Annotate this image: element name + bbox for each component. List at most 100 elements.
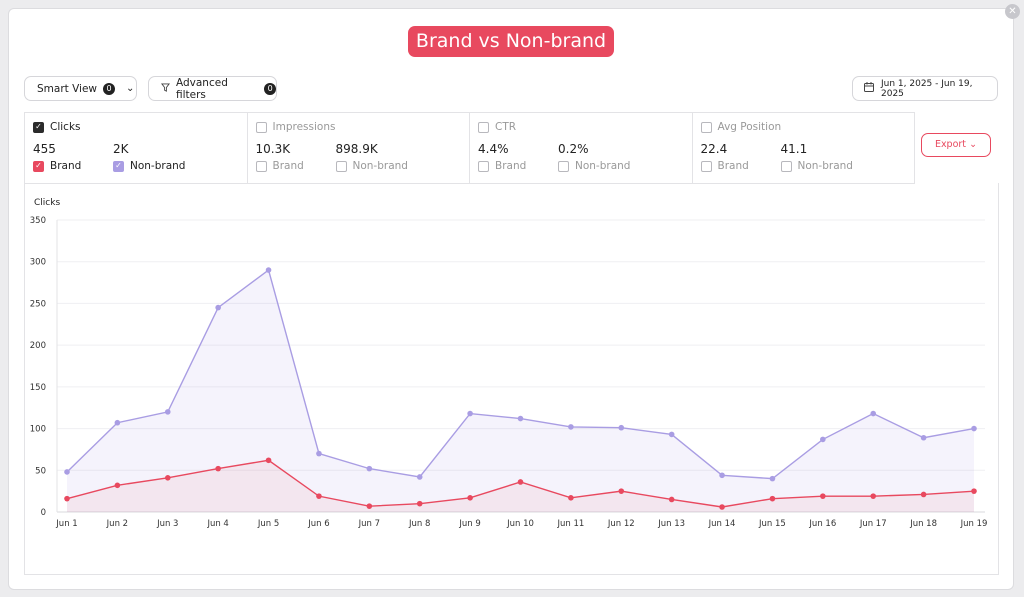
- x-tick-label: Jun 17: [859, 519, 887, 529]
- metric-impressions: Impressions 10.3K 898.9K Brand Non-brand: [248, 113, 470, 183]
- nonbrand-toggle[interactable]: Non-brand: [335, 160, 408, 172]
- x-tick-label: Jun 18: [909, 519, 937, 529]
- x-tick-label: Jun 3: [156, 519, 178, 529]
- checkbox-icon[interactable]: [478, 160, 489, 172]
- nonbrand-data-point: [215, 304, 221, 311]
- metric-avg-position: Avg Position 22.4 41.1 Brand Non-brand: [693, 113, 915, 183]
- smart-view-button[interactable]: Smart View 0 ⌄: [24, 76, 137, 101]
- nonbrand-data-point: [164, 409, 171, 415]
- brand-data-point: [618, 488, 625, 494]
- metric-impressions-toggle[interactable]: Impressions: [255, 121, 335, 133]
- y-tick-label: 150: [30, 383, 46, 393]
- nonbrand-toggle[interactable]: Non-brand: [780, 160, 853, 172]
- nonbrand-data-point: [416, 474, 423, 480]
- nonbrand-toggle[interactable]: Non-brand: [558, 160, 630, 172]
- x-tick-label: Jun 15: [758, 519, 786, 529]
- metrics-panel: ✓ Clicks 455 2K ✓ Brand ✓ Non-brand Impress…: [24, 112, 915, 184]
- nonbrand-data-point: [517, 415, 524, 422]
- checkbox-icon[interactable]: [255, 160, 267, 172]
- brand-label: Brand: [717, 160, 749, 172]
- metric-name: Clicks: [50, 121, 81, 133]
- nonbrand-area: [67, 270, 974, 512]
- x-tick-label: Jun 19: [960, 519, 988, 529]
- metric-ctr: CTR 4.4% 0.2% Brand Non-brand: [470, 113, 693, 183]
- nonbrand-data-point: [265, 267, 272, 273]
- nonbrand-label: Non-brand: [352, 160, 408, 172]
- checkbox-icon[interactable]: [478, 121, 489, 133]
- y-tick-label: 350: [30, 216, 46, 226]
- advanced-filters-button[interactable]: Advanced filters 0: [148, 76, 277, 101]
- brand-data-point: [568, 495, 574, 501]
- brand-data-point: [719, 504, 725, 510]
- checkbox-icon[interactable]: [558, 160, 569, 172]
- nonbrand-label: Non-brand: [130, 160, 186, 172]
- brand-data-point: [920, 491, 927, 498]
- export-button[interactable]: Export ⌄: [921, 133, 991, 157]
- checkbox-icon[interactable]: [700, 121, 712, 133]
- advanced-filters-count-badge: 0: [264, 82, 276, 95]
- x-tick-label: Jun 12: [607, 519, 635, 529]
- nonbrand-data-point: [820, 436, 826, 443]
- brand-toggle[interactable]: Brand: [700, 160, 749, 172]
- brand-toggle[interactable]: ✓ Brand: [33, 160, 81, 172]
- nonbrand-data-point: [467, 410, 473, 417]
- brand-toggle[interactable]: Brand: [478, 160, 526, 172]
- x-tick-label: Jun 14: [708, 519, 736, 529]
- x-tick-label: Jun 9: [458, 519, 480, 529]
- y-tick-label: 300: [30, 258, 46, 268]
- checkbox-icon[interactable]: [255, 121, 267, 133]
- nonbrand-value: 41.1: [780, 142, 808, 156]
- y-tick-label: 50: [35, 466, 46, 476]
- brand-data-point: [769, 495, 776, 502]
- y-tick-label: 200: [30, 341, 46, 351]
- y-tick-label: 100: [30, 425, 46, 435]
- checkbox-icon[interactable]: [700, 160, 712, 172]
- brand-toggle[interactable]: Brand: [255, 160, 304, 172]
- metric-ctr-toggle[interactable]: CTR: [478, 121, 516, 133]
- checkbox-checked-icon[interactable]: ✓: [33, 160, 44, 172]
- filter-icon: [161, 82, 170, 95]
- checkbox-checked-icon[interactable]: ✓: [113, 160, 124, 172]
- brand-data-point: [215, 465, 221, 472]
- metric-avg-position-toggle[interactable]: Avg Position: [700, 121, 782, 133]
- nonbrand-data-point: [316, 450, 322, 457]
- y-axis-title: Clicks: [34, 198, 61, 208]
- brand-data-point: [517, 479, 524, 485]
- nonbrand-value: 0.2%: [558, 142, 589, 156]
- nonbrand-data-point: [366, 465, 373, 472]
- x-tick-label: Jun 6: [307, 519, 329, 529]
- nonbrand-data-point: [971, 425, 977, 432]
- x-tick-label: Jun 10: [506, 519, 534, 529]
- metric-name: Avg Position: [717, 121, 782, 133]
- checkbox-icon[interactable]: [335, 160, 347, 172]
- y-tick-label: 250: [30, 299, 46, 309]
- brand-data-point: [114, 482, 121, 489]
- close-icon[interactable]: ✕: [1005, 4, 1020, 19]
- x-tick-label: Jun 16: [808, 519, 836, 529]
- x-tick-label: Jun 7: [358, 519, 380, 529]
- brand-data-point: [64, 495, 70, 502]
- checkbox-checked-icon[interactable]: ✓: [33, 121, 44, 133]
- nonbrand-data-point: [719, 472, 725, 479]
- brand-data-point: [668, 496, 675, 503]
- x-tick-label: Jun 5: [257, 519, 279, 529]
- x-tick-label: Jun 8: [408, 519, 430, 529]
- nonbrand-label: Non-brand: [575, 160, 631, 172]
- date-range-picker[interactable]: Jun 1, 2025 - Jun 19, 2025: [852, 76, 998, 101]
- nonbrand-toggle[interactable]: ✓ Non-brand: [113, 160, 185, 172]
- advanced-filters-label: Advanced filters: [176, 76, 228, 101]
- metric-clicks-toggle[interactable]: ✓ Clicks: [33, 121, 81, 133]
- checkbox-icon[interactable]: [780, 160, 792, 172]
- brand-label: Brand: [495, 160, 527, 172]
- x-tick-label: Jun 13: [657, 519, 685, 529]
- x-tick-label: Jun 4: [206, 519, 228, 529]
- x-tick-label: Jun 11: [556, 519, 584, 529]
- brand-data-point: [265, 457, 272, 464]
- smart-view-label: Smart View: [37, 82, 98, 95]
- nonbrand-data-point: [568, 424, 574, 430]
- brand-value: 455: [33, 142, 56, 156]
- brand-data-point: [366, 503, 373, 509]
- date-range-label: Jun 1, 2025 - Jun 19, 2025: [881, 78, 973, 99]
- nonbrand-data-point: [64, 469, 70, 475]
- brand-data-point: [870, 493, 877, 499]
